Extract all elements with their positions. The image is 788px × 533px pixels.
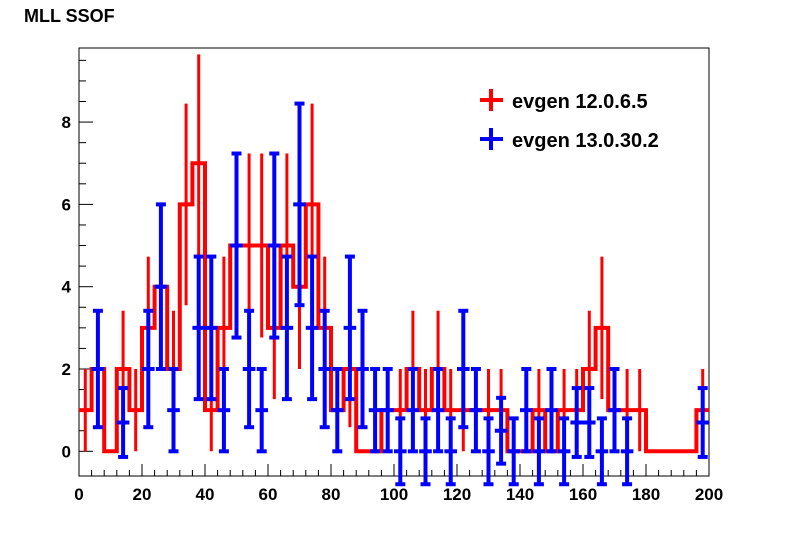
y-tick-label: 0 <box>62 442 71 461</box>
x-tick-label: 120 <box>443 485 471 504</box>
series-evgen-13 <box>91 101 709 487</box>
x-tick-label: 200 <box>695 485 723 504</box>
x-tick-label: 180 <box>632 485 660 504</box>
x-tick-label: 20 <box>133 485 152 504</box>
legend-label-red: evgen 12.0.6.5 <box>512 91 648 113</box>
x-tick-label: 80 <box>322 485 341 504</box>
y-tick-label: 4 <box>62 278 72 297</box>
chart-title: MLL SSOF <box>24 6 115 26</box>
y-tick-label: 8 <box>62 113 71 132</box>
legend-label-blue: evgen 13.0.30.2 <box>512 130 659 152</box>
x-tick-label: 160 <box>569 485 597 504</box>
x-tick-label: 60 <box>259 485 278 504</box>
axis-ticks: 0 20 40 60 80 100 120 140 160 180 200 0 2 4 6 8 <box>62 59 723 504</box>
legend: evgen 12.0.6.5 evgen 13.0.30.2 <box>480 89 659 152</box>
x-tick-label: 0 <box>74 485 83 504</box>
y-tick-label: 2 <box>62 360 71 379</box>
x-tick-label: 40 <box>196 485 215 504</box>
x-tick-label: 100 <box>380 485 408 504</box>
x-tick-label: 140 <box>506 485 534 504</box>
y-tick-label: 6 <box>62 195 71 214</box>
step-line <box>79 161 709 454</box>
